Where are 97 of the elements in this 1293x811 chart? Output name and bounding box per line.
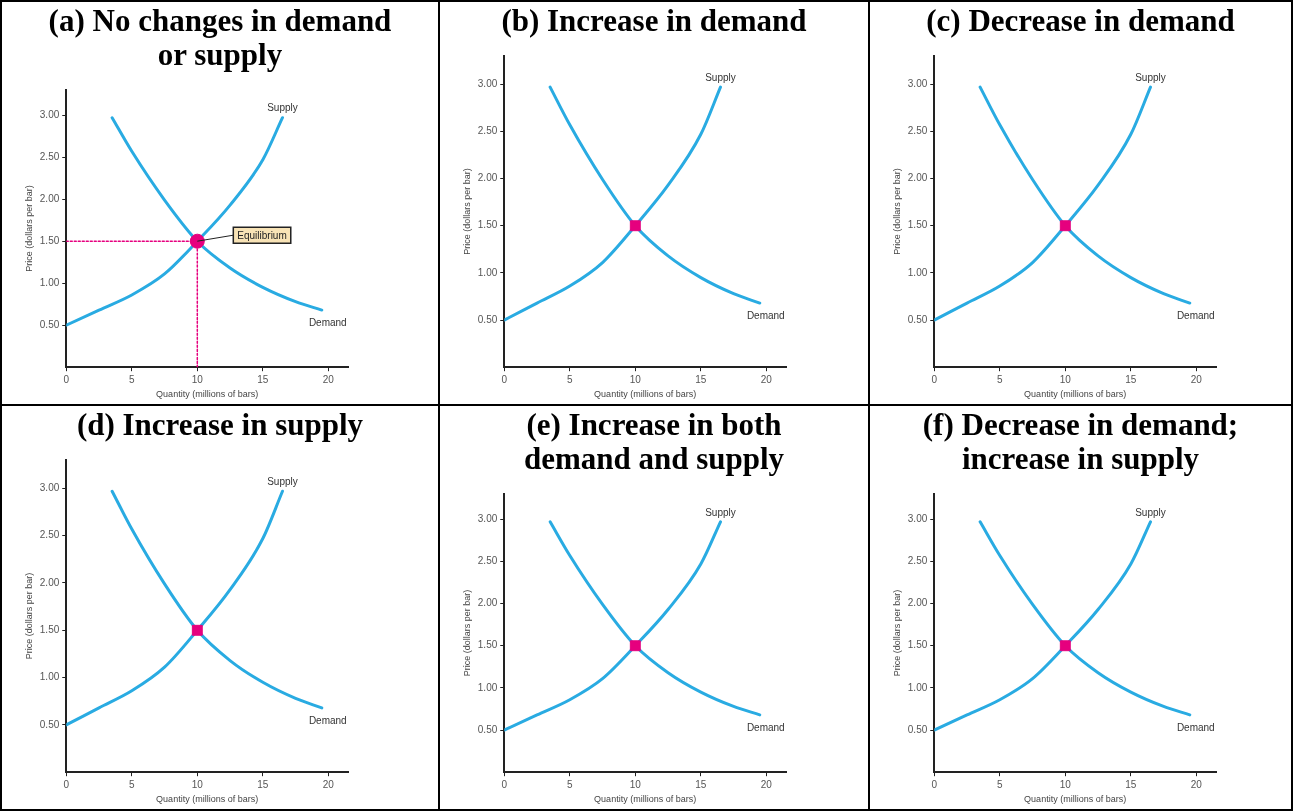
- x-axis-title: Quantity (millions of bars): [156, 794, 259, 805]
- y-tick-label: 2.00: [39, 192, 60, 204]
- x-tick-label: 10: [191, 778, 204, 790]
- y-tick-label: 1.00: [907, 266, 928, 278]
- x-tick-label: 0: [931, 778, 938, 790]
- y-tick-label: 1.50: [907, 639, 928, 651]
- y-tick-label: 2.50: [477, 555, 498, 567]
- y-tick-label: 1.00: [477, 266, 498, 278]
- y-tick-label: 2.00: [907, 597, 928, 609]
- y-axis-title: Price (dollars per bar): [891, 168, 902, 255]
- series-label: Supply: [267, 475, 298, 487]
- x-tick-label: 10: [1059, 778, 1072, 790]
- x-tick-label: 0: [501, 373, 508, 385]
- y-tick-label: 1.00: [477, 681, 498, 693]
- x-tick-label: 15: [257, 778, 269, 790]
- y-tick-label: 2.50: [907, 555, 928, 567]
- x-tick-label: 15: [695, 373, 707, 385]
- y-tick-label: 1.00: [907, 681, 928, 693]
- y-tick-label: 2.00: [477, 597, 498, 609]
- y-tick-label: 1.50: [477, 639, 498, 651]
- y-tick-label: 1.00: [39, 671, 60, 683]
- x-axis-title: Quantity (millions of bars): [1024, 389, 1127, 400]
- y-tick-label: 0.50: [477, 313, 498, 325]
- annotation: Equilibrium: [237, 229, 287, 241]
- x-tick-label: 5: [129, 778, 135, 790]
- x-tick-label: 15: [1125, 778, 1137, 790]
- y-tick-label: 3.00: [907, 513, 928, 525]
- y-axis-title: Price (dollars per bar): [891, 589, 902, 677]
- x-tick-label: 10: [1059, 373, 1072, 385]
- y-axis-title: Price (dollars per bar): [461, 589, 472, 677]
- y-tick-label: 2.50: [477, 125, 498, 137]
- y-tick-label: 3.00: [39, 108, 60, 120]
- y-tick-label: 2.50: [39, 150, 60, 162]
- y-tick-label: 1.50: [39, 234, 60, 246]
- series-label: Demand: [1176, 309, 1215, 321]
- x-tick-label: 20: [760, 778, 773, 790]
- chart-title: (d) Increase in supply: [75, 406, 365, 442]
- x-tick-label: 10: [629, 373, 642, 385]
- series-label: Supply: [705, 71, 736, 83]
- x-tick-label: 15: [1125, 373, 1137, 385]
- chart-title: (a) No changes in demand or supply: [47, 2, 393, 72]
- y-tick-label: 1.50: [39, 624, 60, 636]
- x-tick-label: 5: [997, 373, 1003, 385]
- y-axis-title: Price (dollars per bar): [461, 168, 472, 255]
- x-tick-label: 10: [191, 373, 204, 385]
- y-tick-label: 0.50: [907, 313, 928, 325]
- x-tick-label: 20: [760, 373, 773, 385]
- y-tick-label: 1.00: [39, 276, 60, 288]
- y-tick-label: 0.50: [477, 723, 498, 735]
- chart-title: (b) Increase in demand: [500, 2, 808, 38]
- y-tick-label: 1.50: [907, 219, 928, 231]
- y-tick-label: 2.50: [39, 529, 60, 541]
- y-tick-label: 2.00: [39, 576, 60, 588]
- series-label: Demand: [746, 309, 785, 321]
- x-tick-label: 15: [257, 373, 269, 385]
- x-tick-label: 5: [129, 373, 135, 385]
- y-tick-label: 0.50: [907, 723, 928, 735]
- y-tick-label: 0.50: [39, 318, 60, 330]
- y-tick-label: 1.50: [477, 219, 498, 231]
- series-label: Supply: [267, 102, 298, 114]
- x-tick-label: 0: [501, 778, 508, 790]
- y-tick-label: 3.00: [907, 78, 928, 90]
- x-tick-label: 0: [931, 373, 938, 385]
- x-axis-title: Quantity (millions of bars): [1024, 794, 1127, 805]
- x-tick-label: 0: [63, 778, 70, 790]
- x-tick-label: 20: [322, 778, 335, 790]
- series-label: Demand: [1176, 721, 1215, 733]
- y-axis-title: Price (dollars per bar): [23, 572, 34, 660]
- x-axis-title: Quantity (millions of bars): [156, 389, 259, 400]
- x-tick-label: 5: [997, 778, 1003, 790]
- x-tick-label: 5: [567, 778, 573, 790]
- series-label: Supply: [705, 506, 736, 518]
- y-tick-label: 2.00: [907, 172, 928, 184]
- chart-title: (e) Increase in both demand and supply: [522, 406, 786, 476]
- series-label: Demand: [308, 714, 347, 726]
- series-label: Demand: [746, 721, 785, 733]
- y-tick-label: 2.00: [477, 172, 498, 184]
- x-tick-label: 0: [63, 373, 70, 385]
- y-tick-label: 3.00: [477, 78, 498, 90]
- y-tick-label: 2.50: [907, 125, 928, 137]
- y-tick-label: 0.50: [39, 718, 60, 730]
- x-tick-label: 5: [567, 373, 573, 385]
- x-axis-title: Quantity (millions of bars): [594, 389, 697, 400]
- y-tick-label: 3.00: [39, 482, 60, 494]
- series-label: Supply: [1135, 71, 1166, 83]
- x-tick-label: 20: [1190, 373, 1203, 385]
- chart-title: (f) Decrease in demand; increase in supply: [921, 406, 1240, 476]
- x-tick-label: 20: [322, 373, 335, 385]
- series-label: Supply: [1135, 506, 1166, 518]
- y-tick-label: 3.00: [477, 513, 498, 525]
- y-axis-title: Price (dollars per bar): [23, 185, 34, 272]
- chart-title: (c) Decrease in demand: [925, 2, 1236, 38]
- x-tick-label: 20: [1190, 778, 1203, 790]
- x-axis-title: Quantity (millions of bars): [594, 794, 697, 805]
- x-tick-label: 15: [695, 778, 707, 790]
- series-label: Demand: [308, 316, 347, 328]
- x-tick-label: 10: [629, 778, 642, 790]
